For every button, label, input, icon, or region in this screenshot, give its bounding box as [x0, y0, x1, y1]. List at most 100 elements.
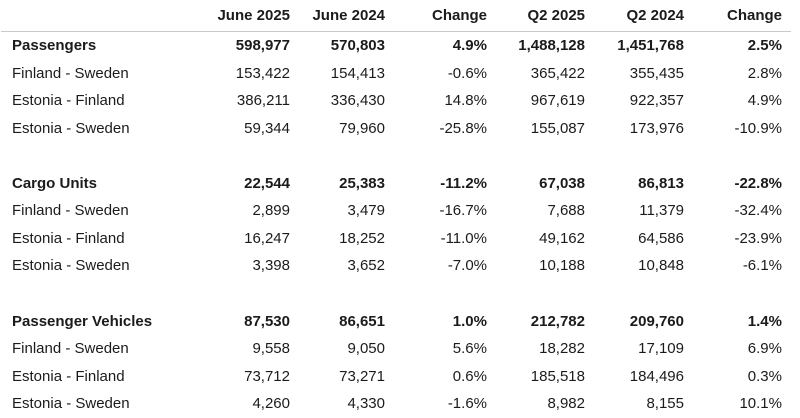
column-header-q2-2024: Q2 2024	[626, 7, 684, 24]
table-row: Finland - Sweden 9,558 9,050 5.6% 18,282 17,1…	[0, 335, 800, 362]
table-row: Finland - Sweden 153,422 154,413 -0.6% 365,4…	[0, 59, 800, 86]
cell-change-june: -1.6%	[447, 395, 487, 413]
cell-change-q2: -22.8%	[734, 174, 782, 192]
cell-q2-2025: 7,688	[547, 202, 585, 220]
row-label: Cargo Units	[12, 174, 98, 192]
cell-june-2024: 154,413	[330, 64, 385, 82]
cell-q2-2024: 8,155	[646, 395, 684, 413]
table-row: Estonia - Finland 386,211 336,430 14.8% 967,…	[0, 87, 800, 114]
cell-change-june: 14.8%	[444, 92, 487, 110]
row-label: Passengers	[12, 37, 97, 55]
cell-june-2025: 73,712	[244, 367, 290, 385]
cell-q2-2024: 922,357	[629, 92, 684, 110]
cell-change-q2: 4.9%	[747, 92, 782, 110]
cell-q2-2024: 64,586	[638, 229, 684, 247]
cell-june-2025: 3,398	[252, 257, 290, 275]
table-header-row: June 2025 June 2024 Change Q2 2025 Q2 20…	[0, 0, 800, 31]
cell-change-june: -25.8%	[439, 119, 487, 137]
table-row: Estonia - Finland 16,247 18,252 -11.0% 49,16…	[0, 225, 800, 252]
cell-june-2025: 153,422	[235, 64, 290, 82]
row-label: Estonia - Finland	[12, 367, 125, 385]
row-label: Passenger Vehicles	[12, 312, 153, 330]
section-header-row: Passengers 598,977 570,803 4.9% 1,488,128 1,4…	[0, 32, 800, 59]
row-label: Estonia - Sweden	[12, 395, 130, 413]
cell-q2-2025: 10,188	[539, 257, 585, 275]
column-header-q2-2025: Q2 2025	[527, 7, 585, 24]
cell-june-2024: 4,330	[347, 395, 385, 413]
row-label: Estonia - Finland	[12, 92, 125, 110]
cell-june-2025: 87,530	[244, 312, 290, 330]
cell-june-2024: 570,803	[330, 37, 385, 55]
cell-june-2024: 18,252	[339, 229, 385, 247]
cell-change-q2: 0.3%	[747, 367, 782, 385]
cell-june-2024: 25,383	[339, 174, 385, 192]
cell-change-q2: 1.4%	[747, 312, 782, 330]
table-row: Estonia - Sweden 4,260 4,330 -1.6% 8,982 8,15…	[0, 390, 800, 417]
cell-june-2024: 79,960	[339, 119, 385, 137]
cell-june-2024: 9,050	[347, 340, 385, 358]
cell-june-2024: 3,479	[347, 202, 385, 220]
cell-june-2025: 59,344	[244, 119, 290, 137]
cell-q2-2024: 355,435	[629, 64, 684, 82]
section-spacer	[0, 280, 800, 308]
row-label: Finland - Sweden	[12, 64, 129, 82]
cell-change-june: -11.2%	[440, 174, 487, 192]
cell-q2-2025: 967,619	[530, 92, 585, 110]
row-label: Estonia - Finland	[12, 229, 125, 247]
row-label: Estonia - Sweden	[12, 119, 130, 137]
cell-change-q2: 10.1%	[739, 395, 782, 413]
cell-q2-2024: 11,379	[639, 202, 684, 220]
row-label: Estonia - Sweden	[12, 257, 130, 275]
column-header-june-2024: June 2024	[312, 7, 385, 24]
cell-june-2024: 73,271	[339, 367, 385, 385]
row-label: Finland - Sweden	[12, 202, 129, 220]
cell-q2-2024: 10,848	[638, 257, 684, 275]
cell-june-2025: 4,260	[252, 395, 290, 413]
cell-q2-2024: 17,109	[638, 340, 684, 358]
cell-q2-2025: 155,087	[530, 119, 585, 137]
cell-q2-2025: 18,282	[539, 340, 585, 358]
cell-q2-2025: 67,038	[539, 174, 585, 192]
cell-change-q2: -10.9%	[734, 119, 782, 137]
cell-june-2024: 3,652	[347, 257, 385, 275]
table-row: Estonia - Finland 73,712 73,271 0.6% 185,518…	[0, 362, 800, 389]
cell-q2-2025: 365,422	[530, 64, 585, 82]
cell-change-june: 5.6%	[452, 340, 487, 358]
column-header-june-2025: June 2025	[217, 7, 290, 24]
cell-change-june: -16.7%	[439, 202, 487, 220]
cell-june-2025: 22,544	[244, 174, 290, 192]
table-row: Estonia - Sweden 3,398 3,652 -7.0% 10,188 10,…	[0, 252, 800, 279]
section-header-row: Passenger Vehicles 87,530 86,651 1.0% 212,78…	[0, 308, 800, 335]
cell-q2-2025: 8,982	[547, 395, 585, 413]
cell-june-2025: 386,211	[236, 92, 290, 110]
cell-q2-2024: 1,451,768	[617, 37, 684, 55]
column-header-change-june: Change	[431, 7, 487, 24]
cell-q2-2025: 1,488,128	[518, 37, 585, 55]
row-label: Finland - Sweden	[12, 340, 129, 358]
cell-june-2024: 86,651	[339, 312, 385, 330]
header-divider	[1, 31, 791, 32]
cell-change-q2: -32.4%	[734, 202, 782, 220]
cell-change-june: -0.6%	[447, 64, 487, 82]
cell-q2-2025: 49,162	[539, 229, 585, 247]
section-header-row: Cargo Units 22,544 25,383 -11.2% 67,038 86,81…	[0, 170, 800, 197]
cell-change-june: 4.9%	[452, 37, 487, 55]
cell-q2-2024: 184,496	[629, 367, 684, 385]
cell-change-q2: 6.9%	[747, 340, 782, 358]
cell-change-q2: -6.1%	[742, 257, 782, 275]
section-spacer	[0, 142, 800, 170]
cell-q2-2025: 185,518	[530, 367, 585, 385]
column-header-change-q2: Change	[726, 7, 782, 24]
cell-q2-2024: 209,760	[629, 312, 684, 330]
table-row: Estonia - Sweden 59,344 79,960 -25.8% 155,08…	[0, 114, 800, 141]
cell-change-june: 1.0%	[452, 312, 487, 330]
cell-q2-2024: 86,813	[638, 174, 684, 192]
cell-june-2024: 336,430	[330, 92, 385, 110]
cell-june-2025: 9,558	[252, 340, 290, 358]
cell-change-june: 0.6%	[452, 367, 487, 385]
cell-q2-2024: 173,976	[629, 119, 684, 137]
cell-change-q2: -23.9%	[734, 229, 782, 247]
cell-june-2025: 598,977	[235, 37, 290, 55]
table-row: Finland - Sweden 2,899 3,479 -16.7% 7,688 11,…	[0, 197, 800, 224]
